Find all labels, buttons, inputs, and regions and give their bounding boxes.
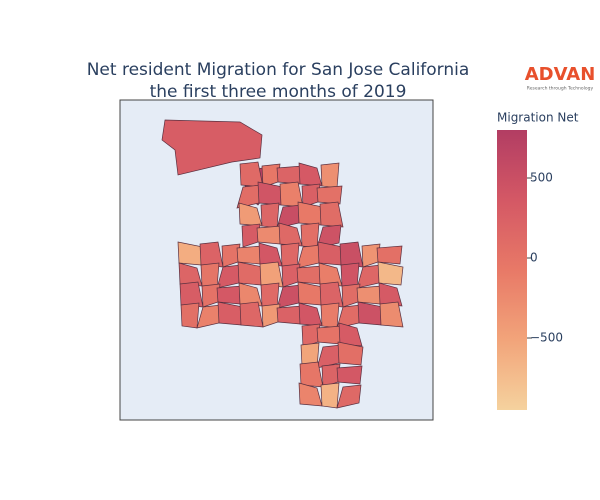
region [320, 302, 340, 329]
region [316, 325, 343, 345]
region [276, 305, 303, 325]
region [319, 201, 344, 228]
region [216, 285, 243, 305]
region [338, 322, 363, 347]
title-line: Net resident Migration for San Jose Cali… [87, 60, 470, 80]
region [316, 224, 342, 249]
region [316, 185, 343, 205]
region [379, 301, 404, 328]
region [376, 245, 403, 265]
region [180, 302, 200, 329]
colorbar-tick-label: 500 [530, 171, 553, 185]
colorbar-title: Migration Net [497, 111, 579, 125]
colorbar [497, 130, 527, 410]
region [276, 165, 303, 185]
logo: ADVAN [525, 64, 596, 85]
colorbar-tick-label: 0 [530, 251, 538, 265]
region [260, 202, 280, 229]
title-line: the first three months of 2019 [150, 82, 407, 102]
region [320, 162, 340, 189]
map [161, 119, 404, 409]
colorbar-tick-label: −500 [530, 331, 563, 345]
region [320, 382, 340, 409]
region [337, 341, 364, 366]
region [377, 261, 404, 286]
region [236, 245, 263, 265]
region [378, 282, 403, 307]
region [161, 119, 263, 176]
region [356, 285, 383, 305]
region [256, 225, 283, 245]
logo-tagline: Research through Technology [527, 86, 594, 92]
colorbar-ticks: 500 0 −500 [527, 171, 563, 345]
region [296, 265, 323, 285]
region [336, 384, 362, 409]
region [336, 365, 363, 385]
region [300, 222, 320, 249]
